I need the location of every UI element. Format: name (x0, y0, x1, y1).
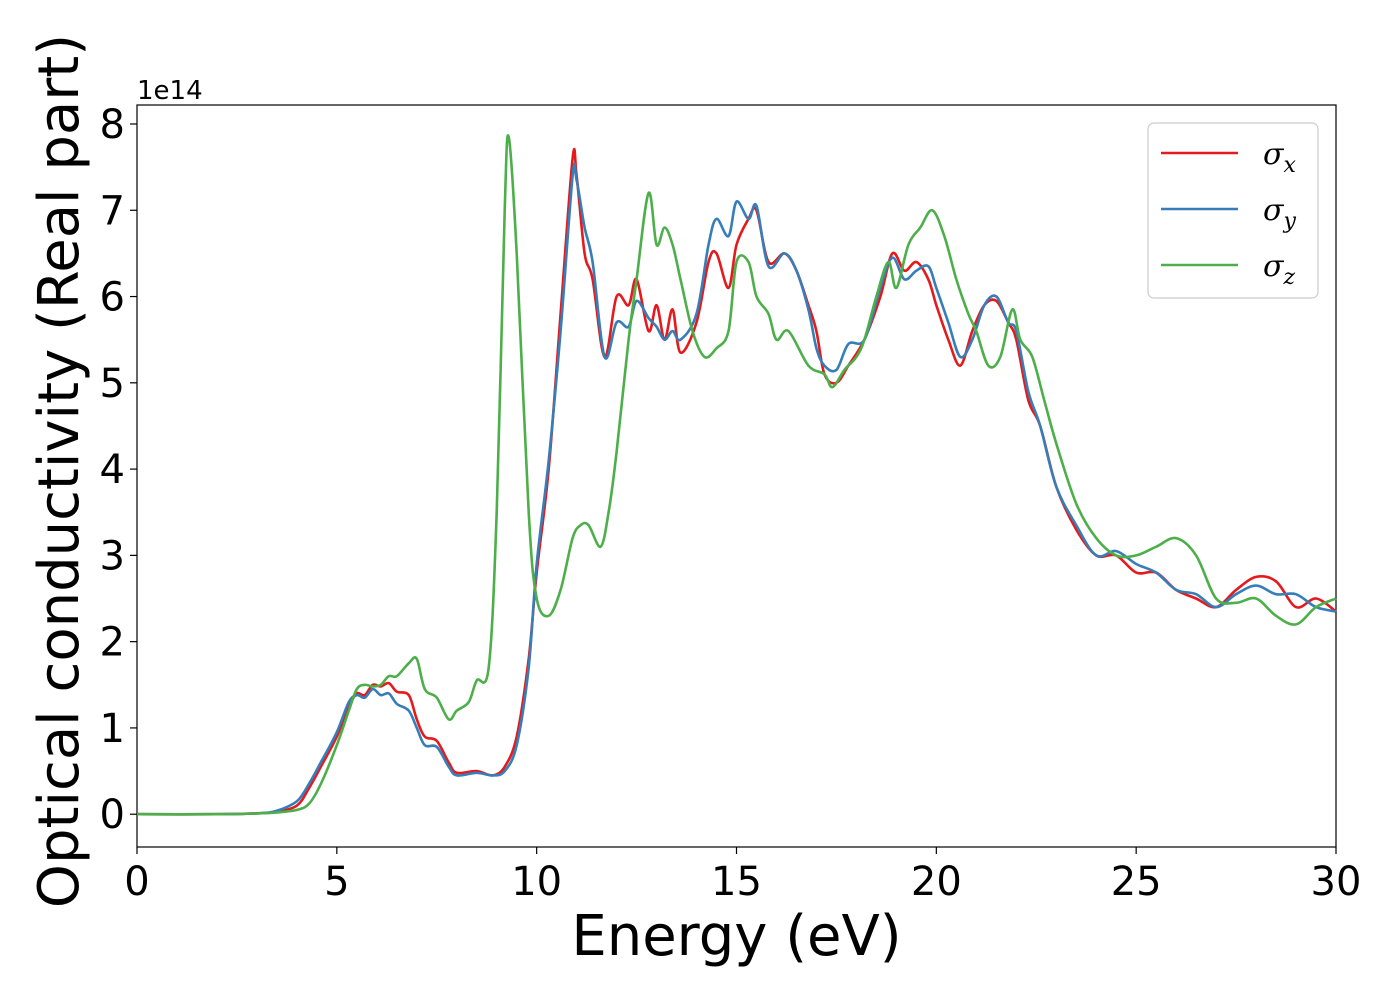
y-tick-label: 6 (100, 275, 125, 321)
legend-label-base: σ (1263, 249, 1285, 284)
y-tick-label: 0 (100, 792, 125, 838)
y-tick-label: 5 (100, 361, 125, 407)
legend-label-subscript: x (1283, 153, 1296, 178)
legend-label-subscript: y (1282, 209, 1296, 234)
x-axis-title: Energy (eV) (571, 904, 901, 969)
x-tick-label: 30 (1311, 859, 1362, 905)
x-tick-label: 20 (911, 859, 962, 905)
legend-label-z: σz (1263, 249, 1295, 290)
legend-label-base: σ (1263, 193, 1285, 228)
legend-label-x: σx (1263, 137, 1296, 178)
x-tick-label: 15 (711, 859, 762, 905)
y-tick-label: 2 (100, 620, 125, 666)
x-tick-label: 0 (124, 859, 149, 905)
x-tick-label: 5 (324, 859, 349, 905)
legend-frame (1147, 122, 1319, 299)
x-tick-label: 25 (1111, 859, 1162, 905)
series-line-y (136, 162, 1337, 816)
series-layer (136, 134, 1337, 816)
y-axis: 0 1 2 3 4 5 6 7 8 (100, 102, 137, 838)
y-tick-label: 4 (100, 447, 125, 493)
y-tick-label: 1 (100, 706, 125, 752)
legend-label-base: σ (1263, 137, 1285, 172)
series-line-z (136, 134, 1337, 816)
legend-label-subscript: z (1282, 265, 1295, 290)
y-tick-label: 8 (100, 102, 125, 148)
x-axis: 0 5 10 15 20 25 30 (124, 847, 1361, 905)
legend-label-y: σy (1263, 193, 1296, 234)
x-tick-label: 10 (511, 859, 562, 905)
y-axis-title: Optical conductivity (Real part) (27, 34, 92, 908)
y-offset-label: 1e14 (137, 76, 203, 106)
y-tick-label: 7 (100, 188, 125, 234)
y-tick-label: 3 (100, 533, 125, 579)
